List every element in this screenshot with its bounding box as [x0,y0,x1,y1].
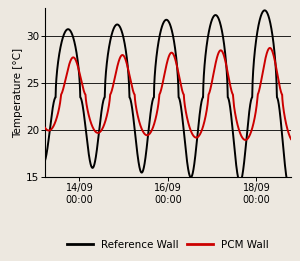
Y-axis label: Temperature [°C]: Temperature [°C] [14,48,23,138]
Legend: Reference Wall, PCM Wall: Reference Wall, PCM Wall [63,235,273,254]
